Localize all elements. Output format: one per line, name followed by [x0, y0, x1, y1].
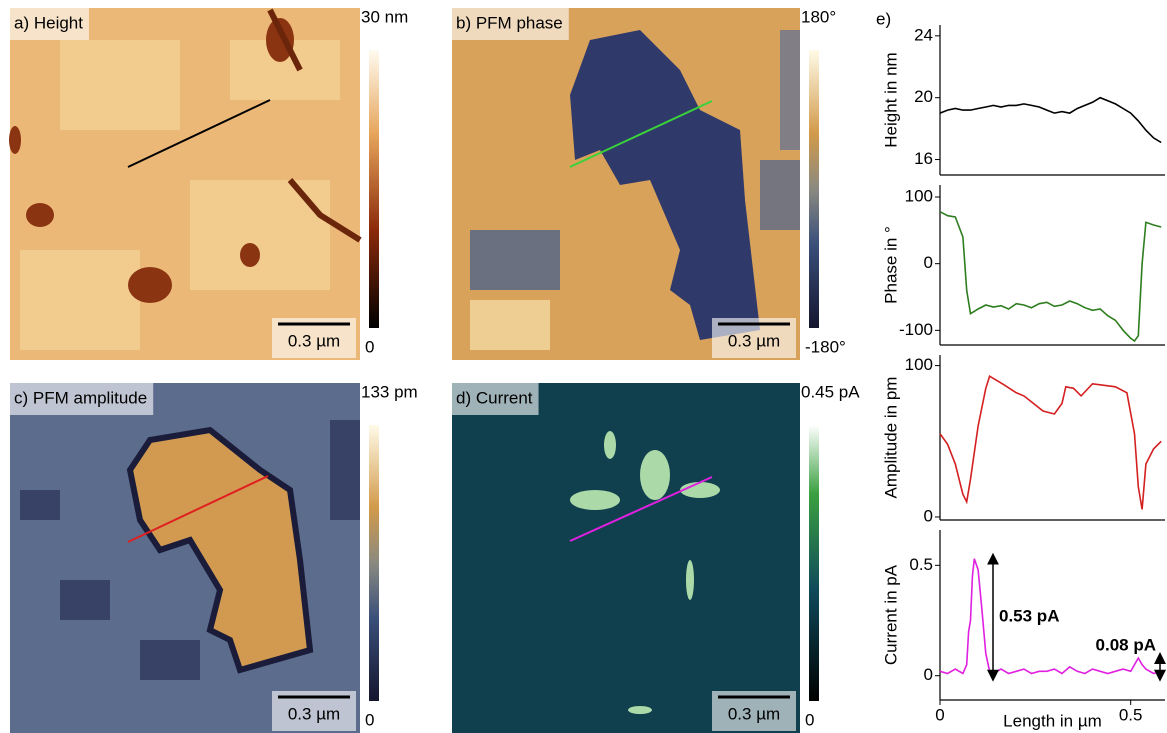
map-patch: [60, 40, 180, 130]
map-patch: [60, 580, 110, 620]
x-tick-label: 0.5: [1119, 705, 1143, 724]
colorbar-max: 30 nm: [361, 7, 408, 26]
map-spot: [128, 267, 172, 303]
label-box: [452, 8, 569, 40]
panel-label: e): [876, 9, 891, 28]
y-axis-label: Amplitude in pm: [881, 377, 900, 499]
colorbar: [369, 425, 379, 701]
colorbar: [809, 425, 819, 701]
map-panel: d) Current 0.3 µm 0.45 pA 0: [452, 382, 860, 733]
y-tick-label: 24: [914, 25, 933, 44]
profile-line: [939, 96, 1162, 144]
map-patch: [470, 230, 560, 290]
map-patch: [140, 640, 200, 680]
map-domain: [126, 426, 314, 674]
profile-line: [569, 476, 713, 542]
map-label: c) PFM amplitude: [14, 388, 147, 407]
y-tick-label: -100: [899, 320, 933, 339]
map-spot: [9, 126, 21, 154]
y-tick-label: 100: [905, 355, 933, 374]
profile-line: [127, 99, 271, 168]
map-label: a) Height: [14, 13, 83, 32]
y-tick-label: 0: [924, 253, 933, 272]
colorbar-min: 0: [805, 710, 814, 729]
y-tick-label: 20: [914, 87, 933, 106]
map-patch: [20, 490, 60, 520]
profile-line: [939, 374, 1162, 510]
colorbar-min: 0: [365, 710, 374, 729]
map-spot: [570, 490, 620, 510]
map-spot: [266, 18, 294, 62]
map-spot: [26, 203, 54, 227]
map-spot: [628, 706, 652, 714]
map-label: d) Current: [456, 388, 533, 407]
map-patch: [190, 180, 330, 290]
map-spot: [680, 482, 720, 498]
map-patch: [470, 300, 550, 350]
annotation-label: 0.08 pA: [1096, 636, 1156, 655]
map-spot: [640, 450, 670, 500]
profile-line: [127, 475, 269, 543]
map-crack: [267, 8, 362, 243]
y-axis-label: Height in nm: [881, 52, 900, 147]
colorbar-max: 133 pm: [361, 382, 418, 401]
colorbar-min: -180°: [805, 337, 846, 356]
map-domain: [570, 30, 760, 340]
label-box: [452, 383, 539, 415]
y-tick-label: 0.5: [909, 555, 933, 574]
label-box: [10, 8, 89, 40]
map-patch: [760, 160, 800, 230]
y-axis-label: Current in pA: [881, 564, 900, 665]
profile-line: [939, 558, 1162, 675]
map-panel: b) PFM phase 0.3 µm 180° -180°: [452, 7, 846, 360]
colorbar-max: 180°: [801, 7, 836, 26]
scale-bar-label: 0.3 µm: [288, 704, 340, 723]
y-tick-label: 0: [924, 665, 933, 684]
scale-bar-label: 0.3 µm: [728, 704, 780, 723]
y-tick-label: 0: [924, 506, 933, 525]
label-box: [10, 383, 154, 415]
colorbar-max: 0.45 pA: [801, 382, 860, 401]
y-tick-label: 16: [914, 149, 933, 168]
map-patch: [20, 250, 140, 350]
scale-bar-label: 0.3 µm: [728, 331, 780, 350]
map-panel: c) PFM amplitude 0.3 µm 133 pm 0: [10, 382, 418, 733]
profile-line: [569, 100, 713, 168]
y-tick-label: 100: [905, 186, 933, 205]
map-bg: [452, 383, 800, 733]
y-axis-label: Phase in °: [881, 226, 900, 304]
map-spot: [604, 431, 616, 459]
x-tick-label: 0: [935, 705, 944, 724]
map-spot: [240, 243, 260, 267]
map-label: b) PFM phase: [456, 13, 563, 32]
map-patch: [780, 30, 800, 150]
colorbar: [369, 50, 379, 328]
x-axis-label: Length in µm: [1003, 711, 1102, 730]
colorbar: [809, 50, 819, 328]
map-patch: [330, 420, 360, 520]
annotation-label: 0.53 pA: [999, 607, 1059, 626]
profile-line: [939, 210, 1162, 343]
map-panel: a) Height 0.3 µm 30 nm 0: [9, 7, 408, 360]
scale-bar-label: 0.3 µm: [288, 331, 340, 350]
map-spot: [686, 560, 694, 600]
colorbar-min: 0: [365, 337, 374, 356]
